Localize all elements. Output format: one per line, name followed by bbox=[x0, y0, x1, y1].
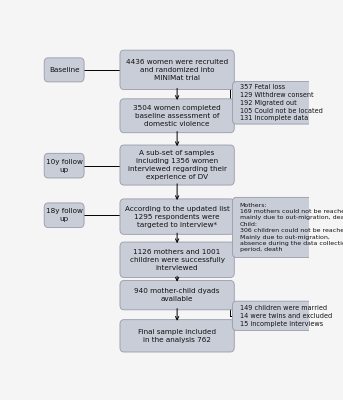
FancyBboxPatch shape bbox=[233, 197, 312, 258]
Text: 10y follow
up: 10y follow up bbox=[46, 159, 83, 173]
FancyBboxPatch shape bbox=[44, 203, 84, 228]
FancyBboxPatch shape bbox=[120, 320, 234, 352]
Text: 357 Fetal loss
129 Withdrew consent
192 Migrated out
105 Could not be located
13: 357 Fetal loss 129 Withdrew consent 192 … bbox=[239, 84, 322, 121]
FancyBboxPatch shape bbox=[120, 280, 234, 310]
Text: 3504 women completed
baseline assessment of
domestic violence: 3504 women completed baseline assessment… bbox=[133, 105, 221, 127]
FancyBboxPatch shape bbox=[120, 145, 234, 185]
Text: A sub-set of samples
including 1356 women
interviewed regarding their
experience: A sub-set of samples including 1356 wome… bbox=[128, 150, 227, 180]
FancyBboxPatch shape bbox=[120, 50, 234, 90]
Text: 940 mother-child dyads
available: 940 mother-child dyads available bbox=[134, 288, 220, 302]
Text: 4436 women were recruited
and randomized into
MINIMat trial: 4436 women were recruited and randomized… bbox=[126, 59, 228, 81]
FancyBboxPatch shape bbox=[233, 301, 312, 330]
Text: 149 children were married
14 were twins and excluded
15 incomplete interviews: 149 children were married 14 were twins … bbox=[239, 305, 332, 326]
FancyBboxPatch shape bbox=[233, 82, 312, 124]
FancyBboxPatch shape bbox=[120, 199, 234, 234]
Text: 18y follow
up: 18y follow up bbox=[46, 208, 83, 222]
FancyBboxPatch shape bbox=[120, 99, 234, 133]
Text: 1126 mothers and 1001
children were successfully
interviewed: 1126 mothers and 1001 children were succ… bbox=[130, 249, 225, 271]
Text: Final sample included
in the analysis 762: Final sample included in the analysis 76… bbox=[138, 329, 216, 343]
FancyBboxPatch shape bbox=[120, 242, 234, 278]
FancyBboxPatch shape bbox=[44, 58, 84, 82]
FancyBboxPatch shape bbox=[44, 153, 84, 178]
Text: Baseline: Baseline bbox=[49, 67, 80, 73]
Text: Mothers:
169 mothers could not be reached
mainly due to out-migration, death
Chi: Mothers: 169 mothers could not be reache… bbox=[239, 202, 343, 252]
Text: According to the updated list
1295 respondents were
targeted to interview*: According to the updated list 1295 respo… bbox=[125, 206, 229, 228]
